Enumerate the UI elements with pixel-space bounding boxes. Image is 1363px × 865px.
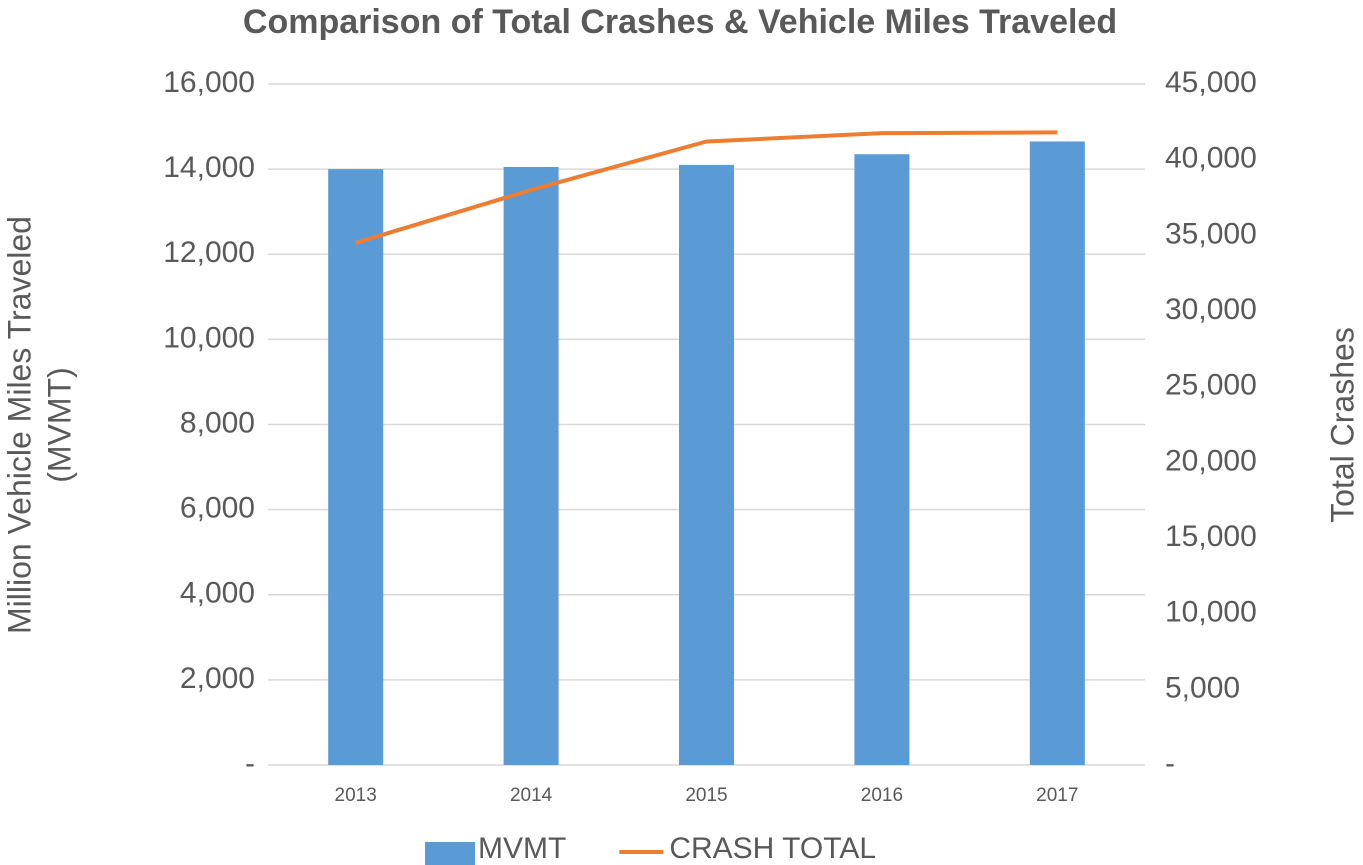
x-tick-label: 2016 bbox=[861, 785, 903, 806]
y-tick-label: 12,000 bbox=[163, 236, 255, 269]
bar bbox=[1029, 141, 1085, 766]
y2-tick-label: 30,000 bbox=[1165, 293, 1257, 326]
y2-tick-label: - bbox=[1165, 747, 1175, 780]
legend-swatch bbox=[425, 842, 475, 865]
y-axis-label: Million Vehicle Miles Traveled bbox=[1, 216, 37, 634]
y2-tick-label: 35,000 bbox=[1165, 217, 1257, 250]
legend-label: MVMT bbox=[478, 832, 566, 865]
chart-title: Comparison of Total Crashes & Vehicle Mi… bbox=[243, 3, 1117, 41]
y2-tick-label: 45,000 bbox=[1165, 66, 1257, 99]
y-tick-label: 4,000 bbox=[180, 577, 255, 610]
y2-tick-label: 40,000 bbox=[1165, 142, 1257, 175]
y-tick-label: 6,000 bbox=[180, 492, 255, 525]
y-tick-label: - bbox=[245, 747, 255, 780]
x-tick-label: 2017 bbox=[1036, 785, 1078, 806]
y2-tick-label: 10,000 bbox=[1165, 596, 1257, 629]
y-tick-label: 10,000 bbox=[163, 321, 255, 354]
bar bbox=[854, 154, 910, 765]
x-tick-label: 2015 bbox=[685, 785, 727, 806]
y2-tick-label: 20,000 bbox=[1165, 444, 1257, 477]
bar bbox=[503, 166, 559, 765]
y2-tick-label: 25,000 bbox=[1165, 369, 1257, 402]
legend-label: CRASH TOTAL bbox=[669, 832, 876, 865]
x-tick-label: 2013 bbox=[335, 785, 377, 806]
y-tick-label: 16,000 bbox=[163, 66, 255, 99]
x-tick-label: 2014 bbox=[510, 785, 553, 806]
y-axis-label: (MVMT) bbox=[41, 367, 77, 483]
y2-tick-label: 15,000 bbox=[1165, 520, 1257, 553]
y2-tick-label: 5,000 bbox=[1165, 671, 1240, 704]
y2-axis-label: Total Crashes bbox=[1324, 327, 1360, 523]
bar bbox=[328, 169, 384, 765]
y-tick-label: 8,000 bbox=[180, 406, 255, 439]
bar bbox=[679, 164, 734, 765]
y-tick-label: 14,000 bbox=[163, 151, 255, 184]
line bbox=[355, 130, 1058, 245]
y-tick-label: 2,000 bbox=[180, 662, 255, 695]
